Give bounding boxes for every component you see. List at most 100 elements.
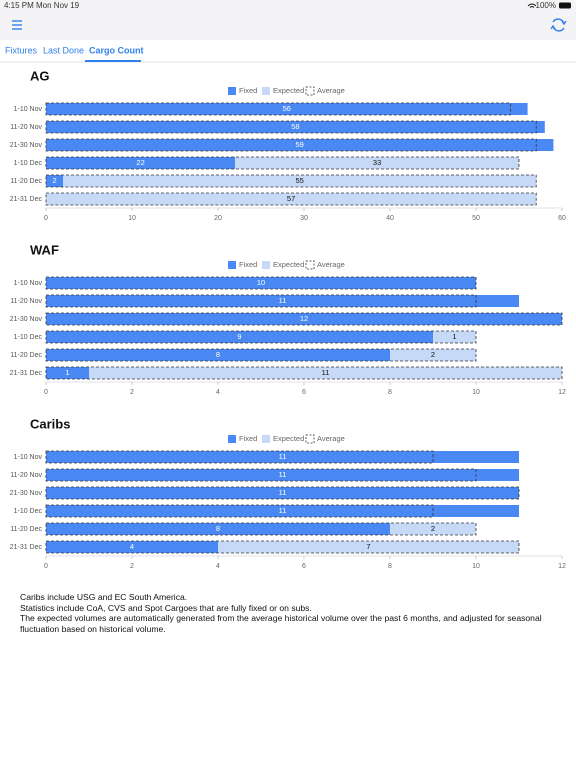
bar-expected xyxy=(218,541,519,553)
x-tick-label: 0 xyxy=(44,215,48,222)
bar-fixed xyxy=(46,367,89,379)
bar-average xyxy=(45,174,537,188)
bar-label: 11 xyxy=(279,452,287,461)
bar-average xyxy=(45,450,434,464)
y-tick-label: 11-20 Nov xyxy=(10,298,42,305)
bar-label: 58 xyxy=(291,122,299,131)
tab[interactable]: Cargo Count xyxy=(89,45,144,55)
y-tick-label: 21-30 Nov xyxy=(10,316,43,323)
bar-label: 11 xyxy=(279,296,287,305)
legend-label: Expected xyxy=(273,260,304,269)
bar-fixed xyxy=(46,277,476,289)
tab[interactable]: Fixtures xyxy=(5,45,38,55)
tab-bar xyxy=(0,40,576,62)
bar-average xyxy=(45,330,477,344)
bar-label: 11 xyxy=(279,506,287,515)
tab[interactable]: Last Done xyxy=(43,45,84,55)
footnote: Caribs include USG and EC South America. xyxy=(20,592,188,602)
bar-fixed xyxy=(46,487,519,499)
bar-fixed xyxy=(46,175,64,187)
status-time: 4:15 PM xyxy=(4,1,34,10)
bar-fixed xyxy=(46,523,390,535)
bar-average xyxy=(45,468,477,482)
legend-swatch xyxy=(228,435,236,443)
bar-label: 1 xyxy=(65,368,69,377)
wifi-icon xyxy=(527,3,537,8)
y-tick-label: 21-31 Dec xyxy=(10,196,43,203)
footnote: The expected volumes are automatically g… xyxy=(20,613,542,634)
bar-label: 33 xyxy=(373,158,381,167)
legend-label: Fixed xyxy=(239,86,257,95)
bar-fixed xyxy=(46,469,519,481)
x-tick-label: 6 xyxy=(302,563,306,570)
bar-label: 56 xyxy=(283,104,291,113)
bar-average xyxy=(45,504,434,518)
y-tick-label: 1-10 Dec xyxy=(14,334,43,341)
x-tick-label: 6 xyxy=(302,389,306,396)
y-tick-label: 21-30 Nov xyxy=(10,142,43,149)
x-tick-label: 8 xyxy=(388,389,392,396)
bar-label: 2 xyxy=(431,350,435,359)
bar-fixed xyxy=(46,121,545,133)
x-tick-label: 2 xyxy=(130,389,134,396)
x-tick-label: 12 xyxy=(558,389,566,396)
bar-fixed xyxy=(46,139,554,151)
legend-label: Expected xyxy=(273,434,304,443)
y-tick-label: 11-20 Dec xyxy=(10,526,42,533)
bar-label: 11 xyxy=(322,368,330,377)
legend-label: Average xyxy=(317,260,345,269)
bar-label: 4 xyxy=(130,542,134,551)
bar-fixed xyxy=(46,541,218,553)
bar-label: 8 xyxy=(216,524,220,533)
bar-average xyxy=(45,294,477,308)
y-tick-label: 1-10 Dec xyxy=(14,508,43,515)
refresh-button[interactable] xyxy=(550,18,567,32)
y-tick-label: 11-20 Dec xyxy=(10,178,42,185)
x-tick-label: 30 xyxy=(300,215,308,222)
bar-expected xyxy=(46,193,537,205)
status-battery: 100% xyxy=(536,1,556,10)
chart-title: WAF xyxy=(30,242,59,257)
legend-swatch xyxy=(305,434,315,444)
tab-indicator xyxy=(85,60,141,62)
bar-fixed xyxy=(46,103,528,115)
x-tick-label: 10 xyxy=(128,215,136,222)
y-tick-label: 11-20 Nov xyxy=(10,124,42,131)
bar-label: 22 xyxy=(136,158,144,167)
x-tick-label: 4 xyxy=(216,389,220,396)
x-tick-label: 50 xyxy=(472,215,480,222)
legend-swatch xyxy=(262,87,270,95)
bar-label: 2 xyxy=(431,524,435,533)
x-tick-label: 8 xyxy=(388,563,392,570)
nav-bar xyxy=(0,0,576,40)
x-tick-label: 60 xyxy=(558,215,566,222)
x-tick-label: 2 xyxy=(130,563,134,570)
legend-swatch xyxy=(262,435,270,443)
bar-label: 12 xyxy=(300,314,308,323)
menu-button[interactable] xyxy=(12,20,22,30)
bar-expected xyxy=(390,349,476,361)
bar-label: 9 xyxy=(237,332,241,341)
y-tick-label: 1-10 Nov xyxy=(14,106,43,113)
bar-fixed xyxy=(46,349,390,361)
bar-fixed xyxy=(46,295,519,307)
bar-label: 59 xyxy=(296,140,304,149)
legend-label: Average xyxy=(317,434,345,443)
bar-expected xyxy=(89,367,562,379)
bar-average xyxy=(45,486,520,500)
bar-label: 55 xyxy=(296,176,304,185)
legend-swatch xyxy=(228,87,236,95)
y-tick-label: 21-31 Dec xyxy=(10,370,43,377)
y-tick-label: 1-10 Nov xyxy=(14,280,43,287)
bar-average xyxy=(45,276,477,290)
bar-average xyxy=(45,348,477,362)
status-date: Mon Nov 19 xyxy=(36,1,80,10)
bar-average xyxy=(45,192,537,206)
bar-fixed xyxy=(46,157,236,169)
x-tick-label: 0 xyxy=(44,563,48,570)
legend-label: Expected xyxy=(273,86,304,95)
footnote: Statistics include CoA, CVS and Spot Car… xyxy=(20,602,312,613)
bar-expected xyxy=(390,523,476,535)
legend-label: Fixed xyxy=(239,434,257,443)
